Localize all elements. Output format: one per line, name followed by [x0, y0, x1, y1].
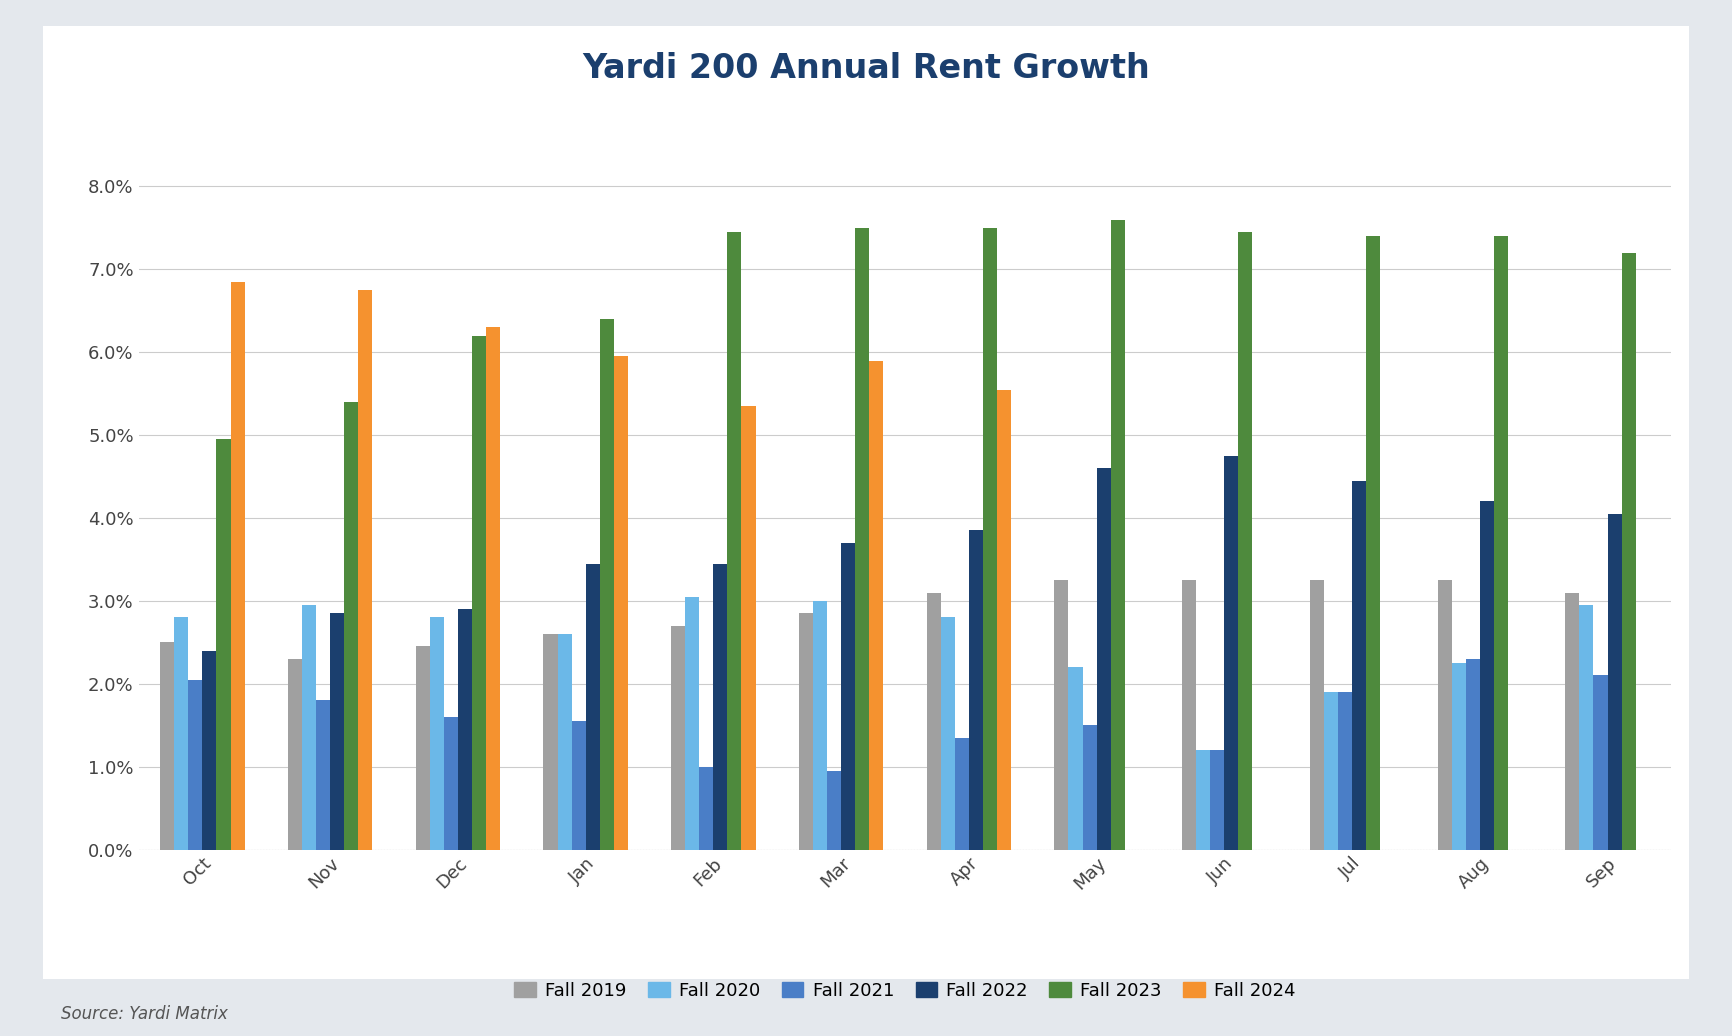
Bar — [714, 564, 727, 850]
Bar — [345, 402, 359, 850]
Bar — [457, 609, 471, 850]
Bar — [161, 642, 175, 850]
Bar — [727, 232, 741, 850]
Bar — [471, 336, 487, 850]
Bar — [572, 721, 585, 850]
Bar — [216, 439, 230, 850]
Bar — [331, 613, 345, 850]
Text: Source: Yardi Matrix: Source: Yardi Matrix — [61, 1005, 227, 1023]
Bar — [230, 282, 244, 850]
Bar — [954, 738, 968, 850]
Bar — [1438, 580, 1451, 850]
Bar — [1580, 605, 1593, 850]
Bar — [203, 651, 216, 850]
Bar — [686, 597, 700, 850]
Bar — [1309, 580, 1323, 850]
Bar — [189, 680, 203, 850]
Bar — [1451, 663, 1465, 850]
Text: Yardi 200 Annual Rent Growth: Yardi 200 Annual Rent Growth — [582, 52, 1150, 85]
Bar — [1069, 667, 1082, 850]
Bar — [1238, 232, 1252, 850]
Bar — [940, 617, 954, 850]
Bar — [869, 361, 883, 850]
Bar — [430, 617, 443, 850]
Bar — [416, 646, 430, 850]
Bar — [487, 327, 501, 850]
Bar — [1082, 725, 1096, 850]
Bar — [1225, 456, 1238, 850]
Bar — [1367, 236, 1380, 850]
Bar — [544, 634, 558, 850]
Bar — [1197, 750, 1211, 850]
Bar — [998, 390, 1011, 850]
Bar — [359, 290, 372, 850]
Bar — [927, 593, 940, 850]
Bar — [798, 613, 812, 850]
Bar — [842, 543, 856, 850]
Bar — [1493, 236, 1509, 850]
Bar — [1593, 675, 1607, 850]
Bar — [672, 626, 686, 850]
Legend: Fall 2019, Fall 2020, Fall 2021, Fall 2022, Fall 2023, Fall 2024: Fall 2019, Fall 2020, Fall 2021, Fall 20… — [507, 975, 1302, 1007]
Bar — [558, 634, 572, 850]
Bar — [599, 319, 613, 850]
Bar — [1339, 692, 1353, 850]
Bar — [1183, 580, 1197, 850]
Bar — [585, 564, 599, 850]
Bar — [1110, 220, 1124, 850]
Bar — [968, 530, 982, 850]
Bar — [1353, 481, 1367, 850]
Bar — [1621, 253, 1635, 850]
Bar — [1211, 750, 1225, 850]
Bar — [175, 617, 189, 850]
Bar — [1096, 468, 1110, 850]
Bar — [1323, 692, 1339, 850]
Bar — [700, 767, 714, 850]
Bar — [317, 700, 331, 850]
Bar — [613, 356, 627, 850]
Bar — [1607, 514, 1621, 850]
Bar — [443, 717, 457, 850]
Bar — [812, 601, 828, 850]
Bar — [1465, 659, 1479, 850]
Bar — [1566, 593, 1580, 850]
Bar — [856, 228, 869, 850]
Bar — [982, 228, 998, 850]
Bar — [1055, 580, 1069, 850]
Bar — [1479, 501, 1493, 850]
Bar — [828, 771, 842, 850]
Bar — [741, 406, 755, 850]
Bar — [301, 605, 317, 850]
Bar — [288, 659, 301, 850]
